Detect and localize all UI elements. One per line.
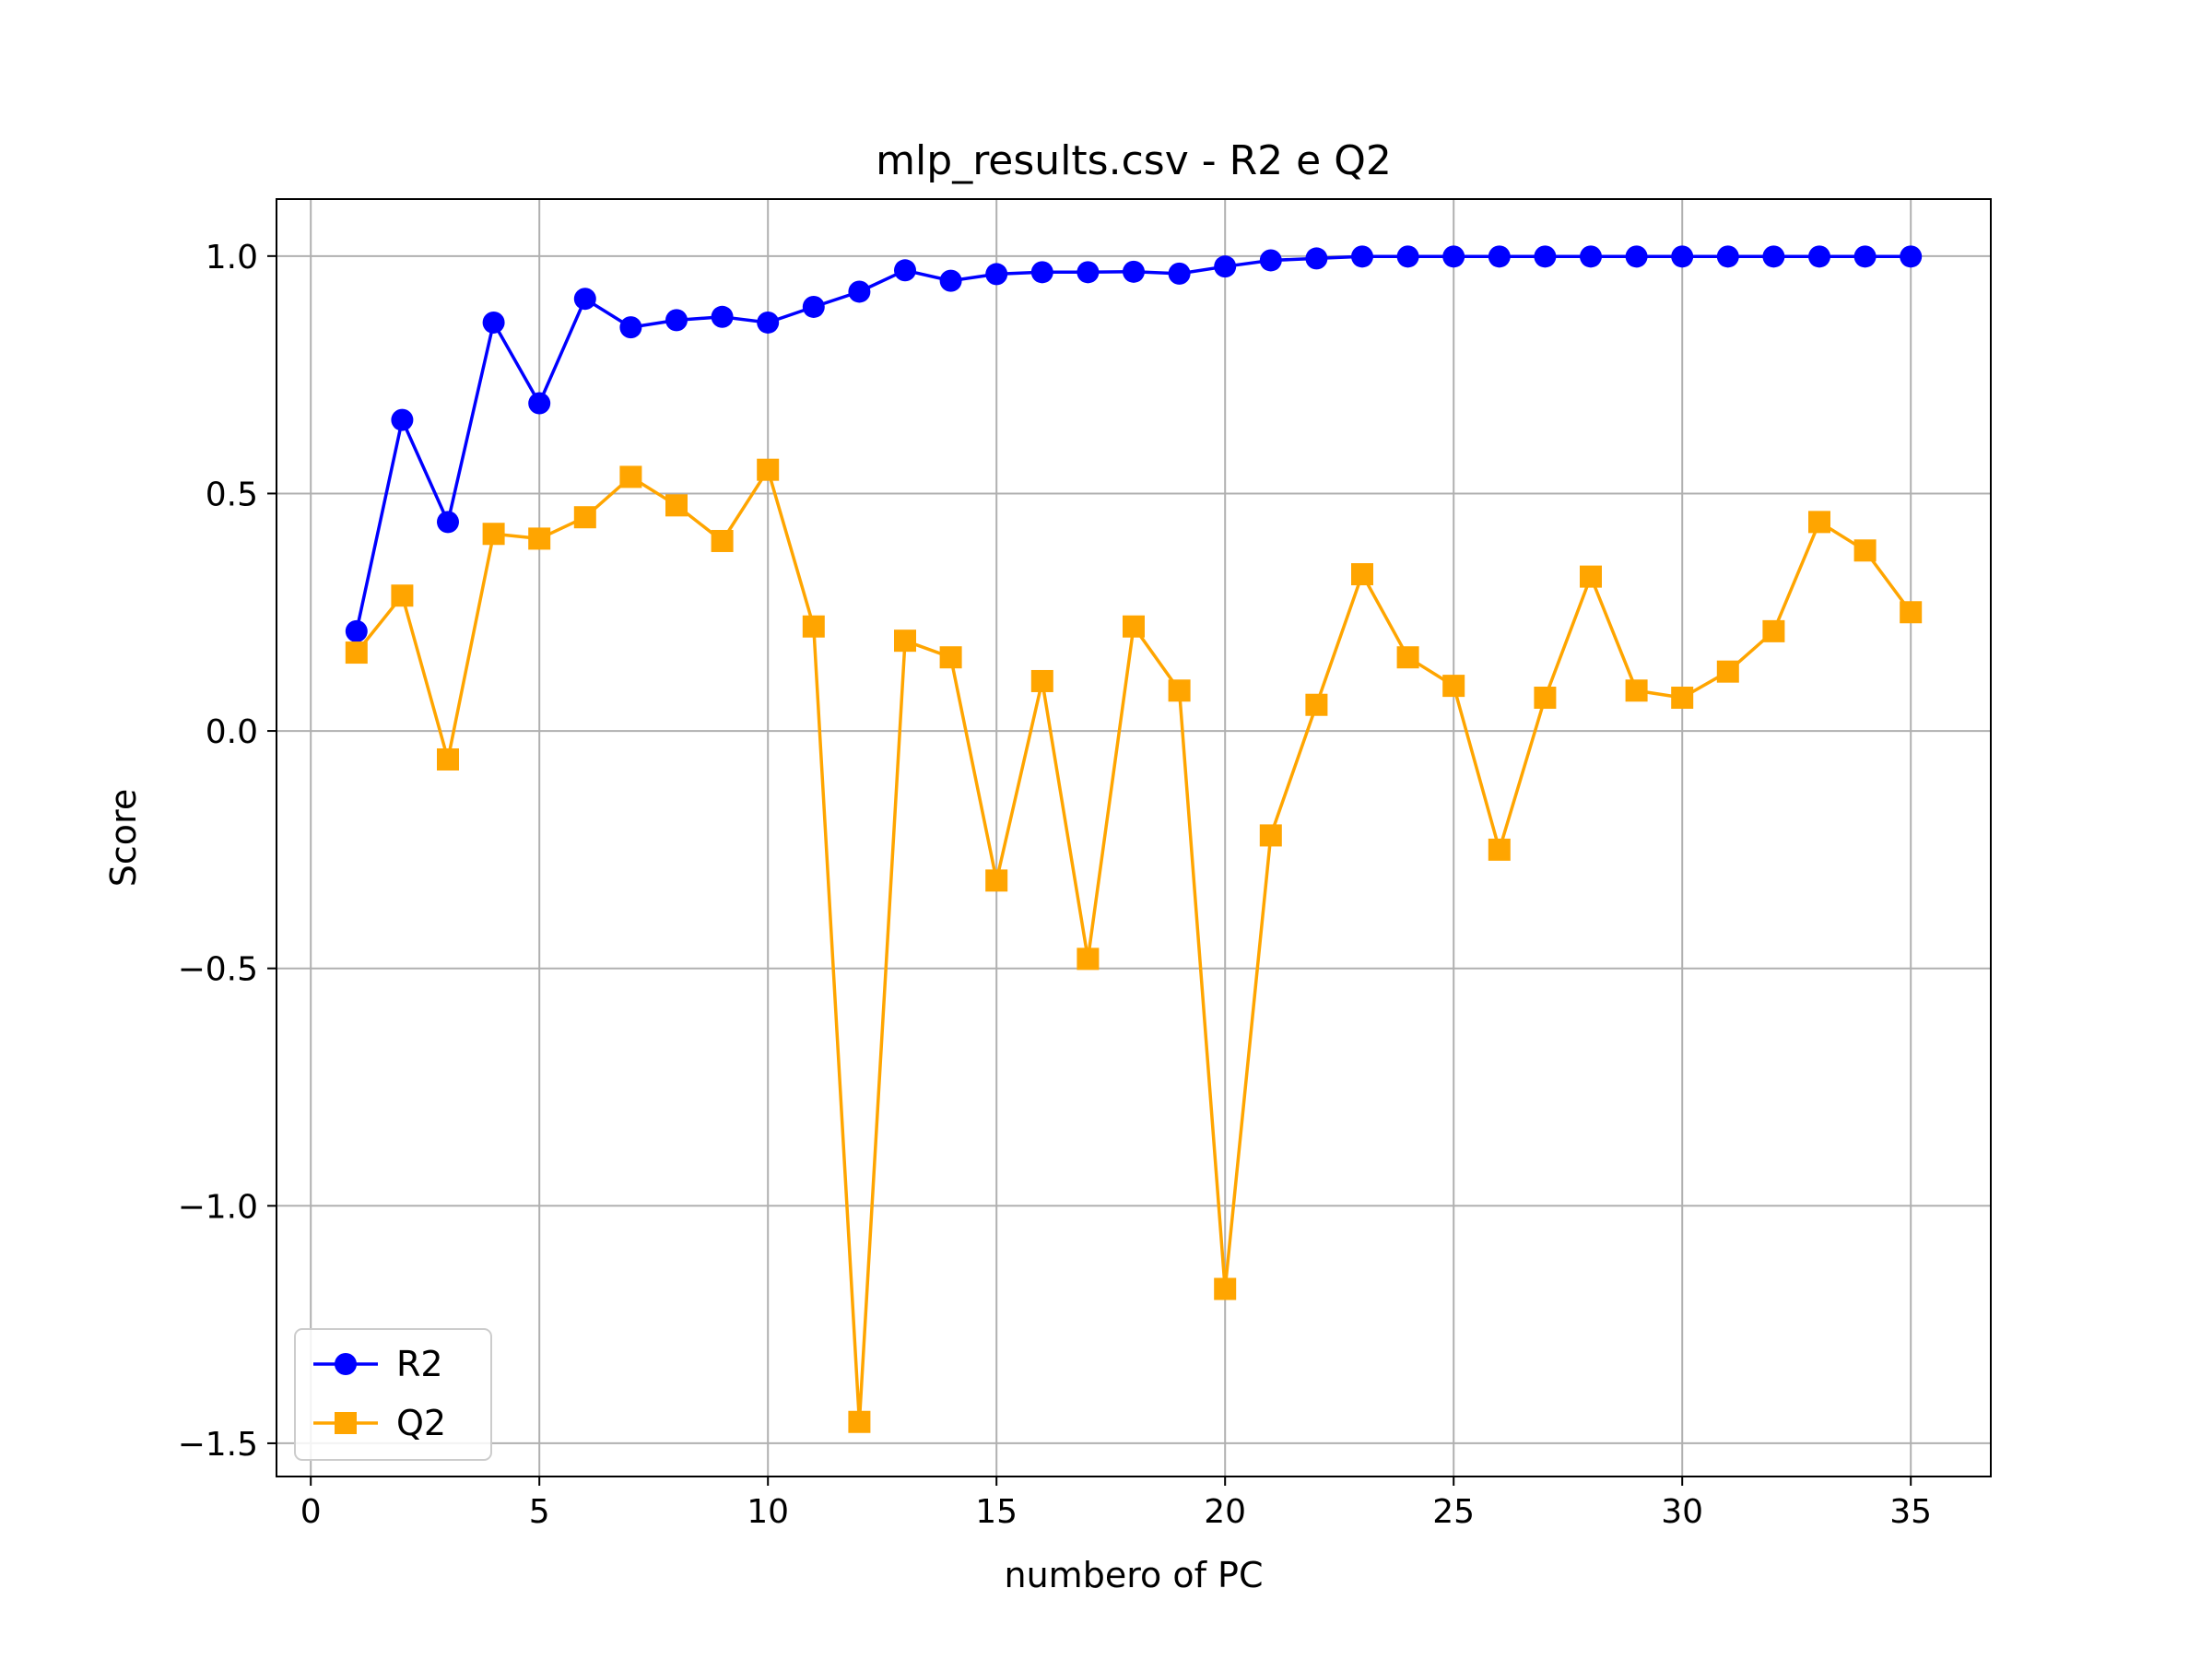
point-q2 [1351, 563, 1373, 586]
point-r2 [1671, 245, 1694, 268]
legend-marker-q2 [335, 1412, 357, 1434]
y-tick-label: −1.5 [178, 1426, 258, 1464]
point-q2 [1900, 601, 1923, 624]
point-q2 [1534, 687, 1557, 710]
legend-label-r2: R2 [396, 1344, 443, 1384]
x-tick-label: 20 [1204, 1493, 1246, 1531]
chart-title: mlp_results.csv - R2 e Q2 [876, 137, 1392, 184]
point-r2 [1123, 260, 1145, 283]
point-q2 [985, 869, 1008, 892]
point-q2 [939, 646, 962, 669]
legend-box [294, 1328, 492, 1461]
point-q2 [894, 629, 916, 653]
series-layer [345, 245, 1923, 1433]
point-q2 [573, 506, 596, 529]
point-q2 [757, 458, 780, 481]
y-axis-title: Score [103, 789, 144, 887]
point-r2 [985, 263, 1008, 286]
ticks: 0 5 10 15 20 25 30 35 −1.5 −1.0 −0.5 0.0 0.5 1.0 [178, 239, 1933, 1531]
point-r2 [1077, 261, 1100, 284]
point-r2 [1214, 255, 1237, 278]
point-q2 [528, 527, 551, 550]
point-q2 [1077, 947, 1100, 971]
x-tick-label: 35 [1889, 1493, 1932, 1531]
x-axis-title: numbero of PC [1005, 1555, 1264, 1595]
point-q2 [345, 641, 368, 665]
point-q2 [1671, 687, 1694, 710]
y-tick-label: 1.0 [206, 239, 258, 276]
point-r2 [1030, 261, 1053, 284]
x-tick-label: 15 [975, 1493, 1018, 1531]
point-r2 [757, 311, 780, 334]
point-q2 [1030, 669, 1053, 692]
point-r2 [1534, 245, 1557, 268]
legend-label-q2: Q2 [396, 1403, 446, 1443]
point-r2 [1580, 245, 1602, 268]
point-r2 [345, 619, 368, 642]
point-q2 [1488, 838, 1511, 861]
point-q2 [391, 584, 414, 607]
point-q2 [711, 529, 734, 552]
x-tick-label: 5 [529, 1493, 550, 1531]
point-r2 [437, 511, 459, 534]
x-tick-label: 25 [1432, 1493, 1475, 1531]
x-tick-label: 10 [747, 1493, 789, 1531]
point-q2 [1305, 693, 1328, 716]
point-r2 [391, 408, 414, 431]
point-q2 [665, 494, 688, 517]
point-r2 [1442, 245, 1465, 268]
point-q2 [1808, 511, 1830, 534]
point-q2 [1123, 615, 1145, 638]
x-tick-label: 30 [1661, 1493, 1703, 1531]
point-q2 [1442, 675, 1465, 698]
legend-marker-r2 [335, 1353, 357, 1375]
point-q2 [1716, 660, 1739, 683]
grid [276, 199, 1991, 1477]
point-r2 [939, 269, 962, 292]
point-r2 [1351, 245, 1373, 268]
point-q2 [1580, 565, 1602, 588]
plot-frame [276, 198, 1992, 1477]
point-q2 [848, 1410, 871, 1433]
point-r2 [665, 309, 688, 332]
point-r2 [1305, 247, 1328, 270]
point-r2 [894, 259, 916, 282]
point-r2 [528, 392, 551, 415]
y-tick-label: −0.5 [178, 951, 258, 989]
point-q2 [482, 523, 505, 546]
point-r2 [1900, 245, 1923, 268]
point-q2 [1259, 824, 1282, 847]
point-r2 [1808, 245, 1830, 268]
point-q2 [802, 615, 825, 638]
point-r2 [1625, 245, 1648, 268]
point-q2 [1396, 646, 1419, 669]
point-q2 [1762, 619, 1785, 642]
point-r2 [848, 280, 871, 303]
point-r2 [1488, 245, 1511, 268]
legend: R2 Q2 [294, 1328, 492, 1461]
point-r2 [573, 288, 596, 311]
point-r2 [711, 305, 734, 328]
point-r2 [1853, 245, 1877, 268]
x-tick-label: 0 [300, 1493, 322, 1531]
y-tick-label: 0.5 [206, 476, 258, 513]
point-r2 [1168, 262, 1191, 285]
point-r2 [802, 295, 825, 318]
point-q2 [1625, 679, 1648, 702]
point-r2 [1762, 245, 1785, 268]
point-q2 [1214, 1277, 1237, 1300]
point-q2 [437, 747, 459, 771]
point-r2 [482, 311, 505, 334]
y-tick-label: −1.0 [178, 1188, 258, 1226]
point-q2 [1168, 679, 1191, 702]
point-r2 [1259, 249, 1282, 272]
y-tick-label: 0.0 [206, 713, 258, 751]
point-r2 [1716, 245, 1739, 268]
point-q2 [619, 465, 642, 488]
point-r2 [619, 316, 642, 339]
point-r2 [1396, 245, 1419, 268]
point-q2 [1853, 539, 1877, 562]
